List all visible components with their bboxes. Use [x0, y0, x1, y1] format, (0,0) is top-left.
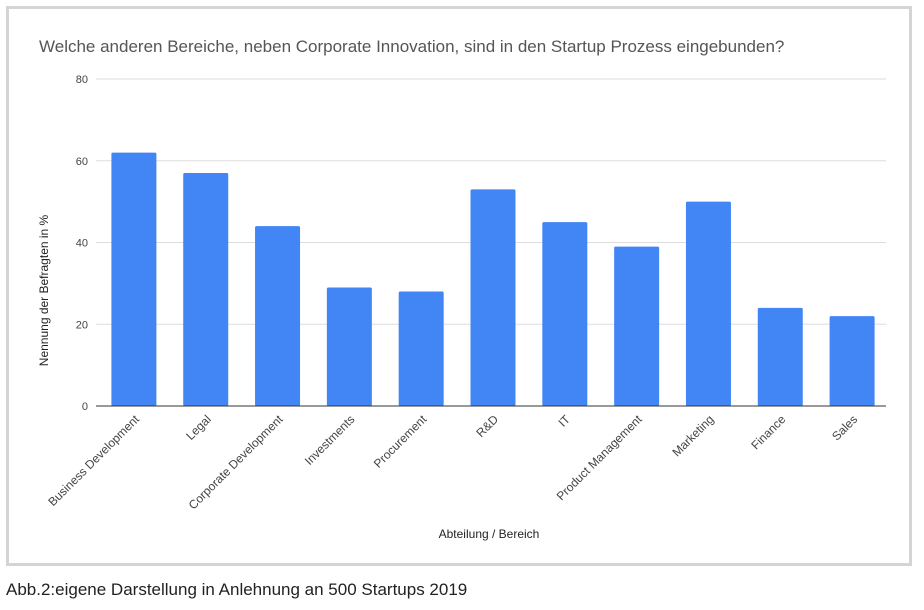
x-tick-label: R&D — [473, 412, 501, 440]
x-tick-label: IT — [555, 412, 573, 430]
bar — [183, 173, 229, 406]
bar — [685, 201, 731, 406]
bar — [326, 287, 372, 406]
x-tick-label: Marketing — [669, 412, 716, 459]
x-tick-label: Procurement — [371, 412, 430, 471]
bar — [255, 226, 301, 406]
figure-caption: Abb.2:eigene Darstellung in Anlehnung an… — [6, 580, 468, 599]
y-tick-label: 0 — [82, 401, 88, 413]
x-tick-label: Finance — [748, 412, 788, 452]
y-tick-label: 60 — [76, 156, 88, 168]
bar — [829, 316, 875, 406]
bar — [111, 152, 157, 406]
y-tick-label: 40 — [76, 238, 88, 250]
y-tick-label: 80 — [76, 74, 88, 86]
bar — [542, 222, 588, 406]
y-tick-label: 20 — [76, 319, 88, 331]
x-tick-label: Sales — [829, 412, 860, 443]
x-tick-label: Legal — [183, 412, 214, 443]
chart-title: Welche anderen Bereiche, neben Corporate… — [39, 37, 785, 56]
y-axis-title: Nennung der Befragten in % — [37, 214, 51, 366]
bar — [398, 291, 444, 406]
bar — [470, 189, 516, 406]
bar — [614, 246, 660, 406]
bar — [757, 307, 803, 406]
x-tick-label: Business Development — [45, 412, 142, 509]
chart-frame: Welche anderen Bereiche, neben Corporate… — [6, 6, 912, 566]
x-tick-label: Investments — [302, 412, 358, 468]
x-axis-title: Abteilung / Bereich — [439, 527, 540, 541]
